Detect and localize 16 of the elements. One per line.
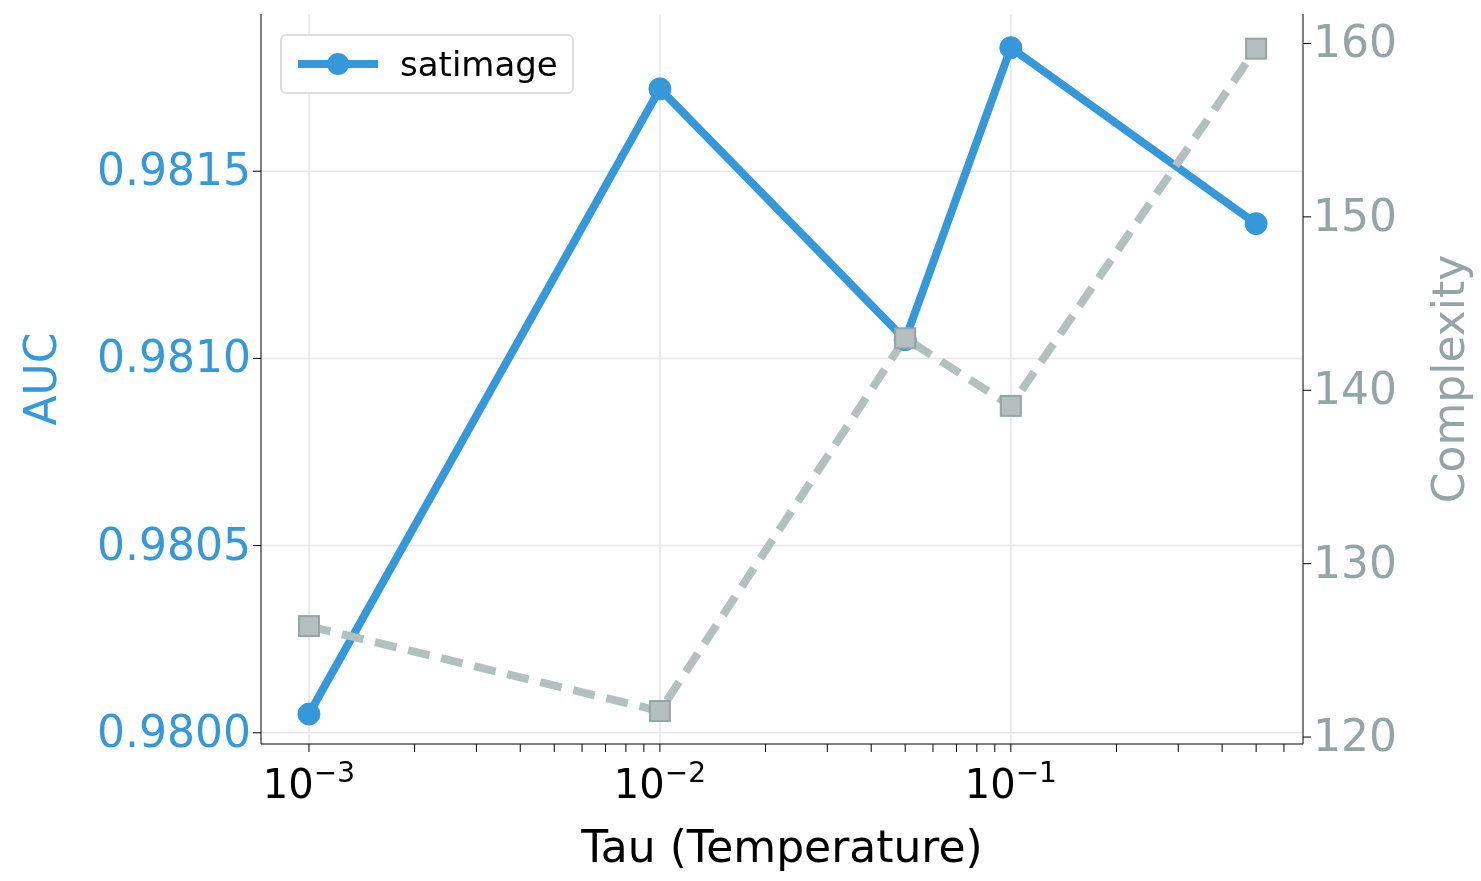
y2-axis-title: Complexity <box>1423 254 1474 504</box>
y2-tick-label: 140 <box>1313 363 1397 415</box>
legend-label: satimage <box>400 44 558 84</box>
y2-tick-label: 160 <box>1313 16 1397 68</box>
x-tick-label: 10$^{−3}$ <box>262 755 356 807</box>
x-tick-label: 10$^{−1}$ <box>964 755 1057 807</box>
y2-tick-label: 120 <box>1313 710 1397 762</box>
y-tick-label: 0.9800 <box>97 705 251 757</box>
y-tick-label: 0.9815 <box>97 144 251 196</box>
x-axis-title: Tau (Temperature) <box>580 821 983 872</box>
y2-tick-label: 130 <box>1313 536 1397 588</box>
x-tick-label: 10$^{−2}$ <box>613 755 706 807</box>
y-axis-title: AUC <box>15 332 66 426</box>
y-tick-label: 0.9805 <box>97 518 251 570</box>
y2-tick-label: 150 <box>1313 189 1397 241</box>
y-tick-label: 0.9810 <box>97 331 251 383</box>
